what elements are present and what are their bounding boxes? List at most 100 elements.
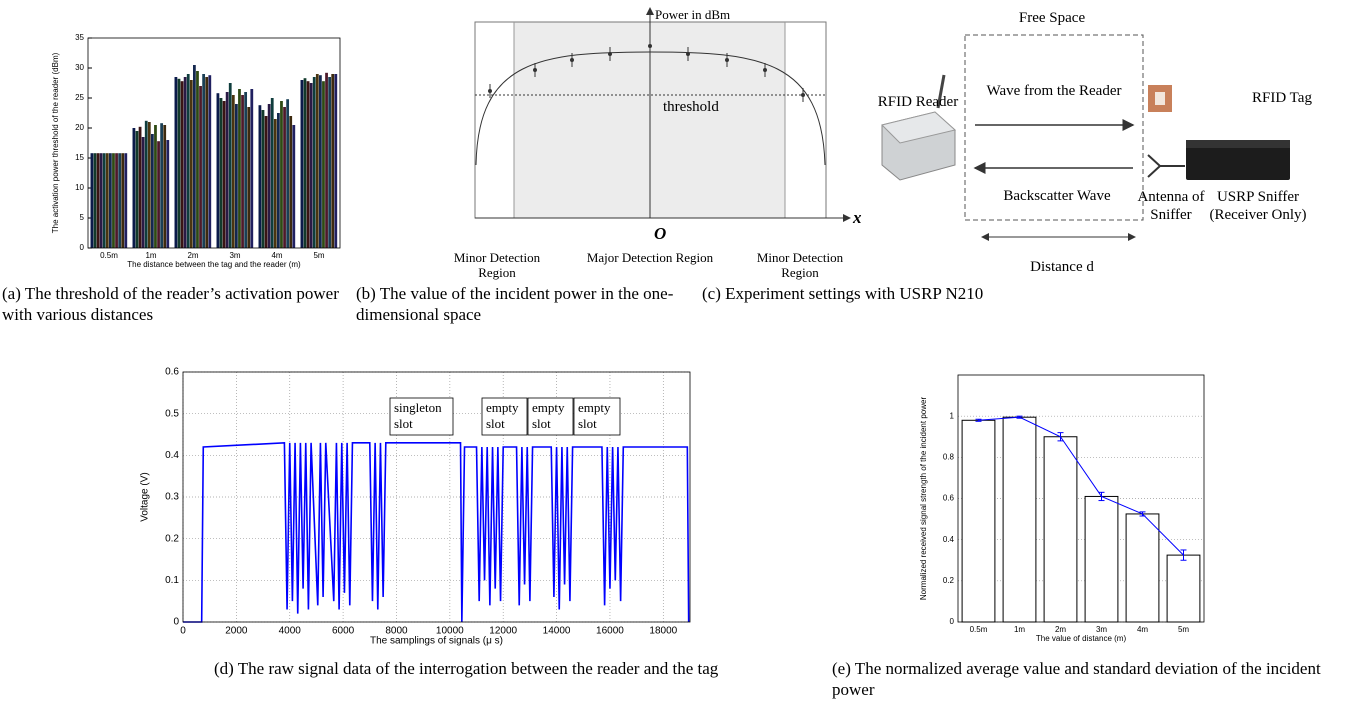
bar xyxy=(121,153,125,248)
bar xyxy=(303,78,307,248)
bar xyxy=(186,74,190,248)
y-tick-label: 0 xyxy=(950,617,955,626)
bar xyxy=(309,83,313,248)
x-tick-label: 0 xyxy=(180,626,186,637)
bar xyxy=(216,93,220,248)
bar xyxy=(157,141,160,248)
x-tick-label: 18000 xyxy=(649,626,677,637)
caption: (d) The raw signal data of the interroga… xyxy=(214,659,719,678)
bar xyxy=(289,116,293,248)
y-tick-label: 0.3 xyxy=(165,492,179,503)
bar xyxy=(144,120,148,248)
caption: (b) The value of the incident power in t… xyxy=(356,284,674,324)
bar xyxy=(228,83,232,248)
x-tick-label: 1m xyxy=(145,251,156,260)
annotation-text: singleton xyxy=(394,400,442,415)
bar xyxy=(174,77,178,248)
x-tick-label: 4m xyxy=(271,251,282,260)
bar xyxy=(132,128,136,248)
bar xyxy=(222,101,226,248)
threshold-label: threshold xyxy=(663,99,719,115)
free-space-label: Free Space xyxy=(1018,10,1086,26)
reader-image xyxy=(881,74,957,181)
annotation-text: slot xyxy=(578,416,597,431)
error-bar xyxy=(1098,491,1105,502)
x-tick-label: 3m xyxy=(229,251,240,260)
y-tick-label: 0.6 xyxy=(165,367,179,378)
x-tick-label: 16000 xyxy=(596,626,624,637)
diagram-b xyxy=(474,7,851,222)
x-tick-label: 0.5m xyxy=(100,251,118,260)
y-tick-label: 0.5 xyxy=(165,408,179,419)
bar xyxy=(147,122,151,248)
bar xyxy=(292,125,296,248)
bar xyxy=(322,81,325,248)
y-tick-label: 0.4 xyxy=(943,535,955,544)
y-tick-label: 0.2 xyxy=(165,533,179,544)
bar xyxy=(219,98,223,248)
bar xyxy=(135,131,139,248)
error-bar xyxy=(1016,415,1023,419)
annotation-box xyxy=(527,397,574,436)
x-tick-label: 4m xyxy=(1137,625,1148,634)
bar xyxy=(286,99,290,248)
y-tick-label: 30 xyxy=(75,63,84,72)
bar xyxy=(334,74,338,248)
bar xyxy=(196,71,199,248)
bar xyxy=(250,89,254,248)
x-label: x xyxy=(853,208,862,227)
error-bar xyxy=(1139,511,1146,517)
bar xyxy=(202,74,206,248)
annotation-text: empty xyxy=(486,400,519,415)
bar xyxy=(105,153,109,248)
tag-label: RFID Tag xyxy=(1252,90,1312,106)
bar xyxy=(961,419,996,623)
error-bar xyxy=(1057,432,1064,442)
error-bar xyxy=(1180,549,1187,561)
x-tick-label: 1m xyxy=(1014,625,1025,634)
bar xyxy=(312,77,316,248)
antenna xyxy=(1147,154,1185,178)
x-tick-label: 2m xyxy=(187,251,198,260)
x-tick-label: 8000 xyxy=(385,626,408,637)
reader-label: RFID Reader xyxy=(877,94,959,110)
region-label: Minor Detection Region xyxy=(453,250,541,280)
bar xyxy=(1002,416,1037,623)
region-label: Major Detection Region xyxy=(586,250,714,265)
backscatter-label: Backscatter Wave xyxy=(1003,188,1111,204)
bar xyxy=(166,140,170,248)
plot-frame xyxy=(87,37,341,249)
annotation-text: slot xyxy=(394,416,413,431)
mean-line xyxy=(978,416,1184,556)
bar xyxy=(138,126,142,248)
bar xyxy=(231,95,235,248)
bar xyxy=(267,104,271,248)
bar xyxy=(102,153,106,248)
bar xyxy=(238,89,241,248)
diagram-c xyxy=(881,34,1290,241)
y-tick-label: 10 xyxy=(75,183,84,192)
bar xyxy=(235,104,238,248)
x-tick-label: 2000 xyxy=(225,626,248,637)
annotation-text: empty xyxy=(578,400,611,415)
bar xyxy=(141,137,145,248)
region-label: Minor Detection Region xyxy=(756,250,844,280)
y-tick-label: 35 xyxy=(75,33,84,42)
measure-points xyxy=(488,42,805,102)
annotation-box xyxy=(573,397,621,436)
wave-label: Wave from the Reader xyxy=(986,83,1122,99)
bar xyxy=(160,123,164,248)
bar xyxy=(280,101,283,248)
bar xyxy=(193,65,196,248)
bar xyxy=(180,81,184,248)
antenna-label: Antenna of Sniffer xyxy=(1137,189,1205,223)
x-tick-label: 10000 xyxy=(436,626,464,637)
x-tick-label: 0.5m xyxy=(970,625,988,634)
y-axis-label: Voltage (V) xyxy=(140,472,151,521)
bar xyxy=(96,153,100,248)
bar xyxy=(261,110,265,248)
bar xyxy=(328,77,332,248)
bar xyxy=(258,105,262,248)
y-tick-label: 25 xyxy=(75,93,84,102)
